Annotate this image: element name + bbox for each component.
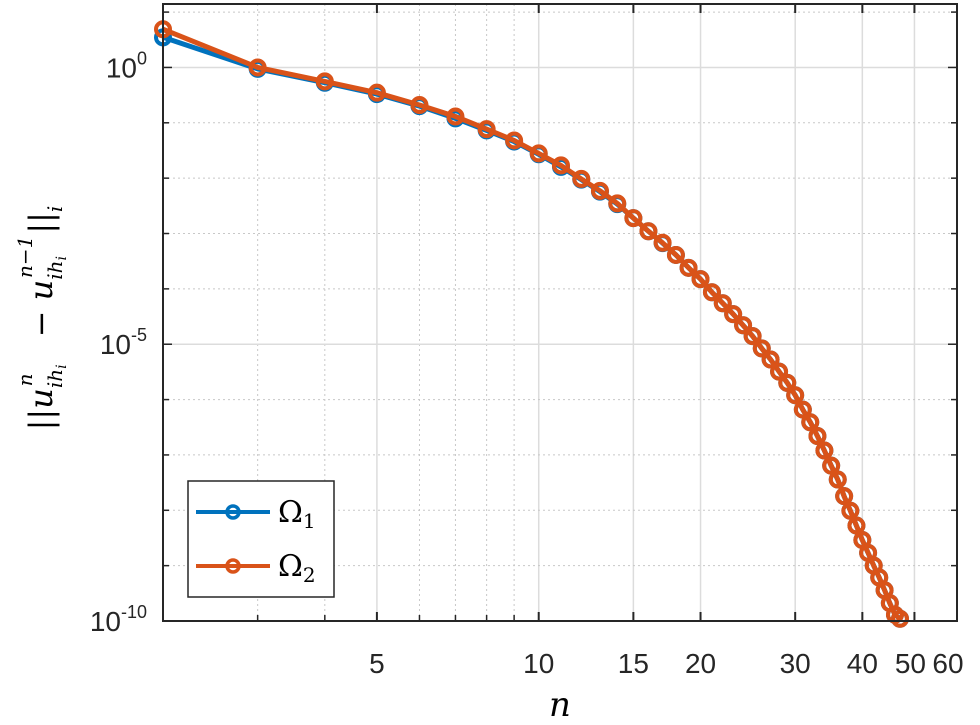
data-point-marker [679,258,698,277]
x-tick-label: 40 [847,648,878,679]
data-point-marker [551,156,570,175]
data-point-marker [724,305,743,324]
data-point-marker [446,107,465,126]
circle-marker-icon [225,504,241,520]
svg-text:Ω1: Ω1 [278,495,316,533]
data-point-marker [752,339,771,358]
grid-lines [163,4,957,621]
data-point-marker [808,426,827,445]
data-point-marker [778,373,797,392]
legend-item-omega-1[interactable]: Ω1 [196,495,316,533]
data-point-marker [702,283,721,302]
x-tick-labels: 5 10 15 20 30 40 50 60 [369,648,963,679]
data-point-marker [639,222,658,241]
data-point-marker [815,441,834,460]
circle-marker-icon [225,558,241,574]
x-tick-label: 60 [932,648,963,679]
series-2 [154,20,909,628]
y-axis-label: ||uihin − uihin−1||i [13,206,70,431]
legend-box [187,480,335,598]
y-tick-labels: 100 10-5 10-10 [90,48,147,637]
legend-label-sub: 1 [303,509,316,533]
data-point-marker [505,131,524,150]
svg-text:Ω2: Ω2 [278,549,316,587]
data-point-marker [653,233,672,252]
axis-ticks [163,4,957,622]
data-point-marker [608,194,627,213]
y-tick-label: 10-10 [90,602,147,637]
data-point-marker [666,245,685,264]
data-point-marker [477,120,496,139]
x-tick-label: 20 [685,648,716,679]
data-point-marker [590,181,609,200]
data-point-marker [761,350,780,369]
legend-item-omega-2[interactable]: Ω2 [196,549,316,587]
x-tick-label: 50 [895,648,926,679]
data-point-marker [743,327,762,346]
x-tick-label: 15 [618,648,649,679]
data-point-marker [734,316,753,335]
x-tick-label: 10 [523,648,554,679]
y-tick-label: 100 [106,48,147,83]
data-point-marker [822,456,841,475]
data-point-marker [713,294,732,313]
data-point-marker [847,516,866,535]
data-point-marker [624,209,643,228]
x-tick-label: 5 [369,648,385,679]
svg-text:||uihin − uihin−1||i: ||uihin − uihin−1||i [13,206,70,431]
y-tick-label: 10-5 [100,325,147,360]
legend: Ω1 Ω2 [187,480,335,598]
data-point-marker [801,413,820,432]
data-point-marker [835,487,854,506]
data-point-marker [770,362,789,381]
data-point-marker [315,72,334,91]
data-point-marker [367,83,386,102]
data-point-marker [890,609,909,628]
series-layer [154,20,909,628]
plot-area-border [162,3,958,622]
data-point-marker [572,169,591,188]
data-point-marker [793,400,812,419]
legend-label-main: Ω [278,495,303,530]
data-point-marker [248,58,267,77]
data-point-marker [529,144,548,163]
legend-label-main: Ω [278,549,303,584]
data-point-marker [786,386,805,405]
data-point-marker [841,501,860,520]
x-tick-label: 30 [780,648,811,679]
data-point-marker [691,270,710,289]
x-axis-label: n [549,685,571,725]
data-point-marker [828,470,847,489]
data-point-marker [410,95,429,114]
legend-label-sub: 2 [303,563,316,587]
